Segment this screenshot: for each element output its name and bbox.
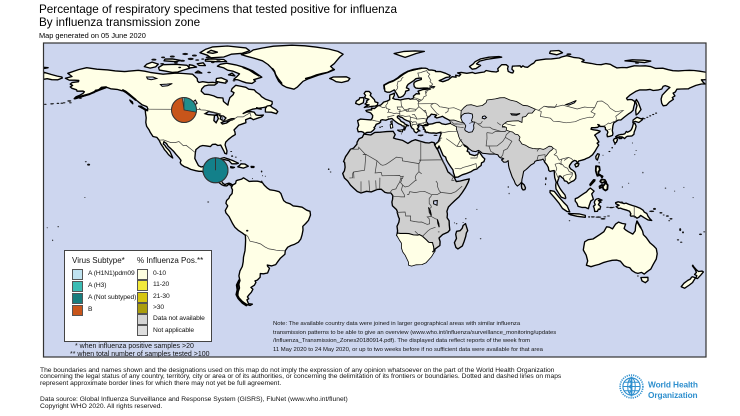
svg-text:Organization: Organization (648, 390, 698, 400)
svg-text:World Health: World Health (648, 380, 698, 390)
